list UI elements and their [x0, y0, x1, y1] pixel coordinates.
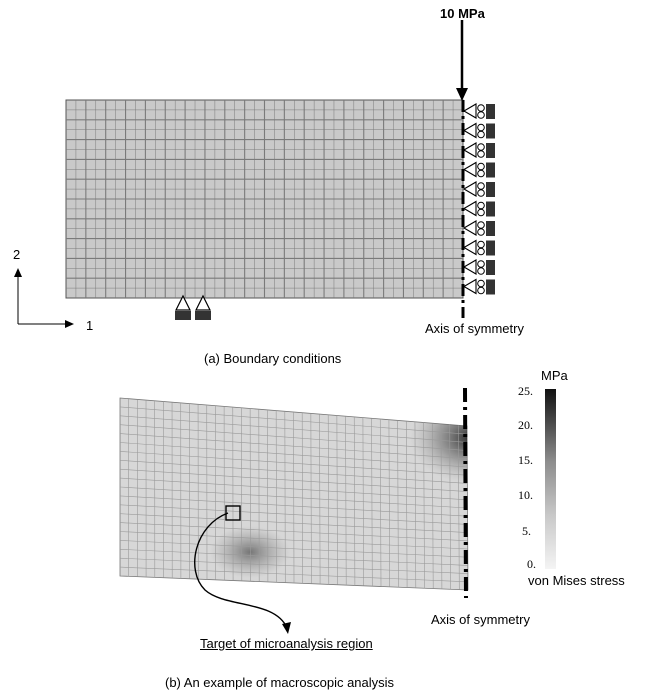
load-label: 10 MPa: [440, 6, 485, 21]
target-region-box: [225, 505, 241, 521]
symmetry-axis-b: [463, 387, 468, 599]
symmetry-label-a: Axis of symmetry: [425, 321, 524, 336]
symmetry-label-b: Axis of symmetry: [431, 612, 530, 627]
target-pointer-arrow: [194, 512, 288, 629]
mesh-undeformed: [65, 99, 464, 299]
roller-supports-right: [462, 103, 495, 295]
colorbar-tick: 0.: [527, 557, 536, 571]
axis-2-label: 2: [13, 247, 21, 262]
caption-b: (b) An example of macroscopic analysis: [165, 675, 395, 690]
coordinate-axes: [14, 268, 74, 328]
colorbar-tick: 25.: [518, 384, 533, 398]
colorbar-tick: 20.: [518, 418, 533, 432]
colorbar: [545, 389, 556, 569]
caption-a: (a) Boundary conditions: [204, 351, 342, 366]
load-arrow: [456, 20, 468, 101]
colorbar-tick: 10.: [518, 488, 533, 502]
colorbar-title: von Mises stress: [528, 573, 625, 588]
target-label: Target of microanalysis region: [200, 636, 373, 651]
deformed-mesh-contour: [119, 397, 469, 591]
axis-1-label: 1: [86, 318, 94, 333]
target-pointer-arrowhead: [282, 622, 291, 634]
bottom-supports: [175, 294, 211, 320]
colorbar-tick: 5.: [522, 524, 531, 538]
colorbar-tick: 15.: [518, 453, 533, 467]
colorbar-unit: MPa: [541, 368, 568, 383]
